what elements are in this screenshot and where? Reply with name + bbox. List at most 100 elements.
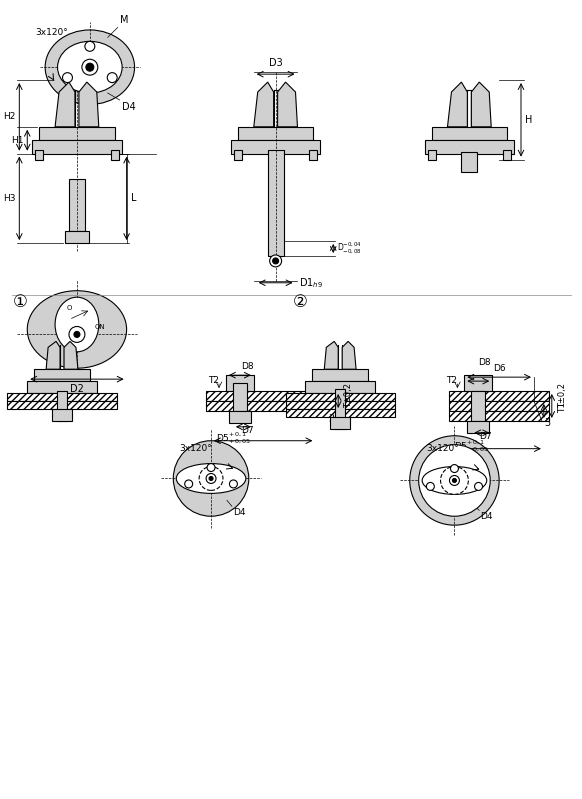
Ellipse shape [422, 467, 487, 495]
Circle shape [82, 59, 98, 75]
Bar [310, 149, 317, 160]
Text: D$^{-0,04}_{-0,08}$: D$^{-0,04}_{-0,08}$ [337, 240, 362, 256]
Text: 3x120°: 3x120° [180, 443, 212, 453]
Text: 3x120°: 3x120° [426, 443, 459, 453]
Polygon shape [79, 82, 99, 127]
Polygon shape [8, 401, 116, 409]
Polygon shape [342, 341, 356, 369]
Text: L: L [130, 193, 136, 203]
Bar [233, 383, 247, 411]
Text: D7: D7 [241, 427, 254, 435]
Text: T2: T2 [446, 376, 457, 384]
Circle shape [69, 327, 85, 343]
Text: D4: D4 [233, 508, 246, 517]
Bar [111, 149, 119, 160]
Circle shape [427, 483, 434, 491]
Bar [428, 149, 435, 160]
Circle shape [184, 480, 193, 488]
Text: ①: ① [13, 292, 28, 311]
Text: H2: H2 [3, 113, 15, 121]
Polygon shape [306, 381, 375, 393]
Bar [234, 149, 242, 160]
Ellipse shape [45, 30, 134, 105]
Bar [206, 401, 335, 411]
Polygon shape [8, 393, 116, 401]
Text: H: H [525, 115, 533, 125]
Circle shape [272, 258, 279, 264]
Text: ON: ON [95, 324, 105, 331]
Text: T±0,2: T±0,2 [558, 383, 567, 407]
Circle shape [229, 480, 237, 488]
Bar [462, 152, 477, 172]
Polygon shape [32, 140, 122, 153]
Text: D5$^{+0,1}_{+0,05}$: D5$^{+0,1}_{+0,05}$ [216, 431, 251, 447]
Bar [467, 421, 489, 433]
Text: D2: D2 [70, 384, 84, 394]
Text: 3x120°: 3x120° [36, 29, 69, 38]
Bar [65, 231, 89, 243]
Text: D5$^{+0,1}_{+0,05}$: D5$^{+0,1}_{+0,05}$ [455, 439, 489, 455]
Text: O: O [66, 304, 72, 311]
Polygon shape [231, 140, 320, 153]
Ellipse shape [176, 463, 246, 493]
Text: D6: D6 [493, 364, 505, 373]
Circle shape [410, 435, 499, 525]
Text: H1: H1 [11, 136, 23, 145]
Bar [57, 391, 67, 421]
Text: D8: D8 [478, 358, 491, 368]
Polygon shape [34, 369, 90, 381]
Text: 3: 3 [328, 414, 335, 424]
Polygon shape [27, 381, 97, 393]
Bar [464, 376, 492, 391]
Polygon shape [46, 341, 60, 369]
Polygon shape [64, 341, 78, 369]
Bar [229, 411, 251, 423]
Bar [35, 149, 43, 160]
Circle shape [86, 63, 94, 71]
Bar [503, 149, 511, 160]
Circle shape [418, 445, 490, 516]
Bar [335, 389, 345, 429]
Text: M: M [120, 15, 128, 26]
Bar [52, 409, 72, 421]
Circle shape [199, 467, 223, 491]
Polygon shape [448, 82, 467, 127]
Text: H3: H3 [3, 194, 15, 203]
Polygon shape [425, 140, 514, 153]
Bar [471, 391, 485, 421]
Polygon shape [286, 393, 395, 401]
Circle shape [474, 483, 482, 491]
Bar [69, 180, 85, 231]
Circle shape [173, 441, 249, 516]
Polygon shape [286, 401, 395, 409]
Circle shape [85, 42, 95, 51]
Text: D7: D7 [480, 432, 492, 441]
Text: D4: D4 [122, 102, 136, 112]
Text: T2: T2 [208, 376, 219, 384]
Polygon shape [471, 82, 491, 127]
Bar [206, 391, 335, 401]
Polygon shape [324, 341, 338, 369]
Circle shape [107, 73, 117, 82]
Bar [449, 391, 549, 401]
Polygon shape [286, 409, 395, 417]
Bar [449, 401, 549, 411]
Text: 3: 3 [544, 418, 550, 427]
Bar [449, 411, 549, 421]
Circle shape [441, 467, 469, 495]
Circle shape [269, 255, 282, 267]
Ellipse shape [58, 42, 122, 93]
Text: T±0,2: T±0,2 [344, 383, 353, 407]
Ellipse shape [55, 297, 99, 352]
Ellipse shape [27, 291, 127, 368]
Circle shape [209, 476, 213, 480]
Circle shape [450, 464, 459, 472]
Circle shape [207, 463, 215, 471]
Text: D3: D3 [269, 58, 282, 68]
Bar [330, 417, 350, 429]
Text: D1$_{h9}$: D1$_{h9}$ [300, 276, 324, 290]
Circle shape [452, 479, 456, 483]
Polygon shape [432, 127, 507, 140]
Text: D8: D8 [241, 362, 254, 372]
Bar [226, 376, 254, 391]
